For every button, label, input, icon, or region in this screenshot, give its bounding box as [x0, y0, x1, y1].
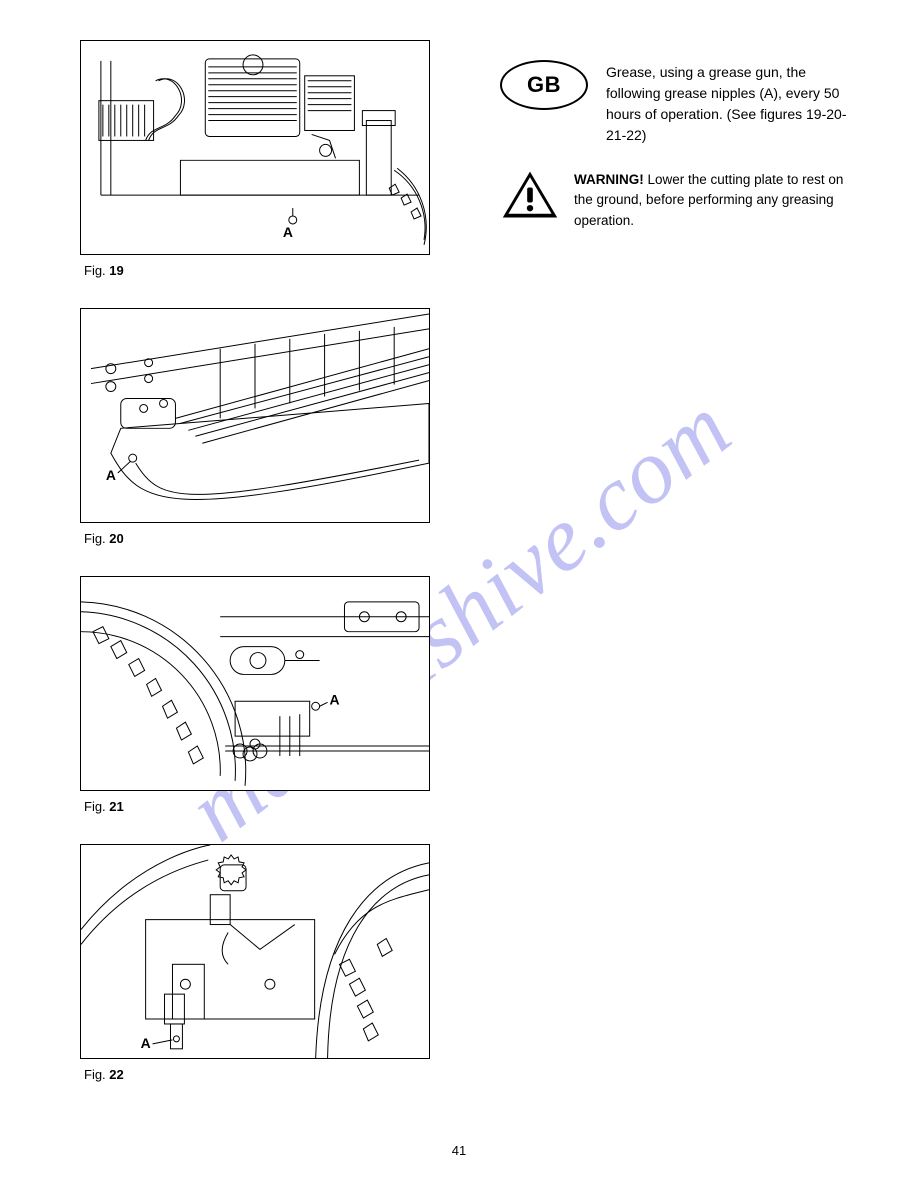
figure-caption: Fig. 19 [84, 263, 460, 278]
manual-page: manualshive.com [0, 0, 918, 1188]
text-column: GB Grease, using a grease gun, the follo… [500, 40, 858, 1082]
figures-column: A Fig. 19 [80, 40, 460, 1082]
figure-label-num: 19 [109, 263, 123, 278]
figure-label-num: 22 [109, 1067, 123, 1082]
two-column-layout: A Fig. 19 [80, 40, 858, 1082]
figure-21-drawing: A [81, 577, 429, 791]
figure-label-prefix: Fig. [84, 531, 106, 546]
figure-19: A Fig. 19 [80, 40, 460, 278]
intro-block: GB Grease, using a grease gun, the follo… [500, 60, 858, 146]
figure-label-num: 20 [109, 531, 123, 546]
figure-22-marker: A [141, 1035, 151, 1051]
figure-19-drawing: A [81, 41, 429, 255]
language-badge: GB [500, 60, 588, 110]
figure-19-marker: A [283, 224, 293, 240]
figure-21: A Fig. 21 [80, 576, 460, 814]
figure-caption: Fig. 21 [84, 799, 460, 814]
warning-text-wrap: WARNING! Lower the cutting plate to rest… [574, 168, 858, 231]
figure-caption: Fig. 22 [84, 1067, 460, 1082]
figure-frame: A [80, 308, 430, 523]
warning-label: WARNING! [574, 172, 644, 187]
figure-22: A Fig. 22 [80, 844, 460, 1082]
figure-20: A Fig. 20 [80, 308, 460, 546]
warning-block: WARNING! Lower the cutting plate to rest… [500, 168, 858, 231]
figure-label-num: 21 [109, 799, 123, 814]
figure-20-marker: A [106, 467, 116, 483]
figure-label-prefix: Fig. [84, 799, 106, 814]
figure-21-marker: A [330, 691, 340, 707]
intro-text: Grease, using a grease gun, the followin… [606, 60, 858, 146]
figure-22-drawing: A [81, 845, 429, 1059]
figure-label-prefix: Fig. [84, 1067, 106, 1082]
warning-icon [500, 168, 560, 222]
figure-frame: A [80, 576, 430, 791]
figure-frame: A [80, 40, 430, 255]
figure-frame: A [80, 844, 430, 1059]
language-badge-text: GB [527, 72, 561, 98]
figure-caption: Fig. 20 [84, 531, 460, 546]
figure-20-drawing: A [81, 309, 429, 523]
page-number: 41 [0, 1143, 918, 1158]
figure-label-prefix: Fig. [84, 263, 106, 278]
